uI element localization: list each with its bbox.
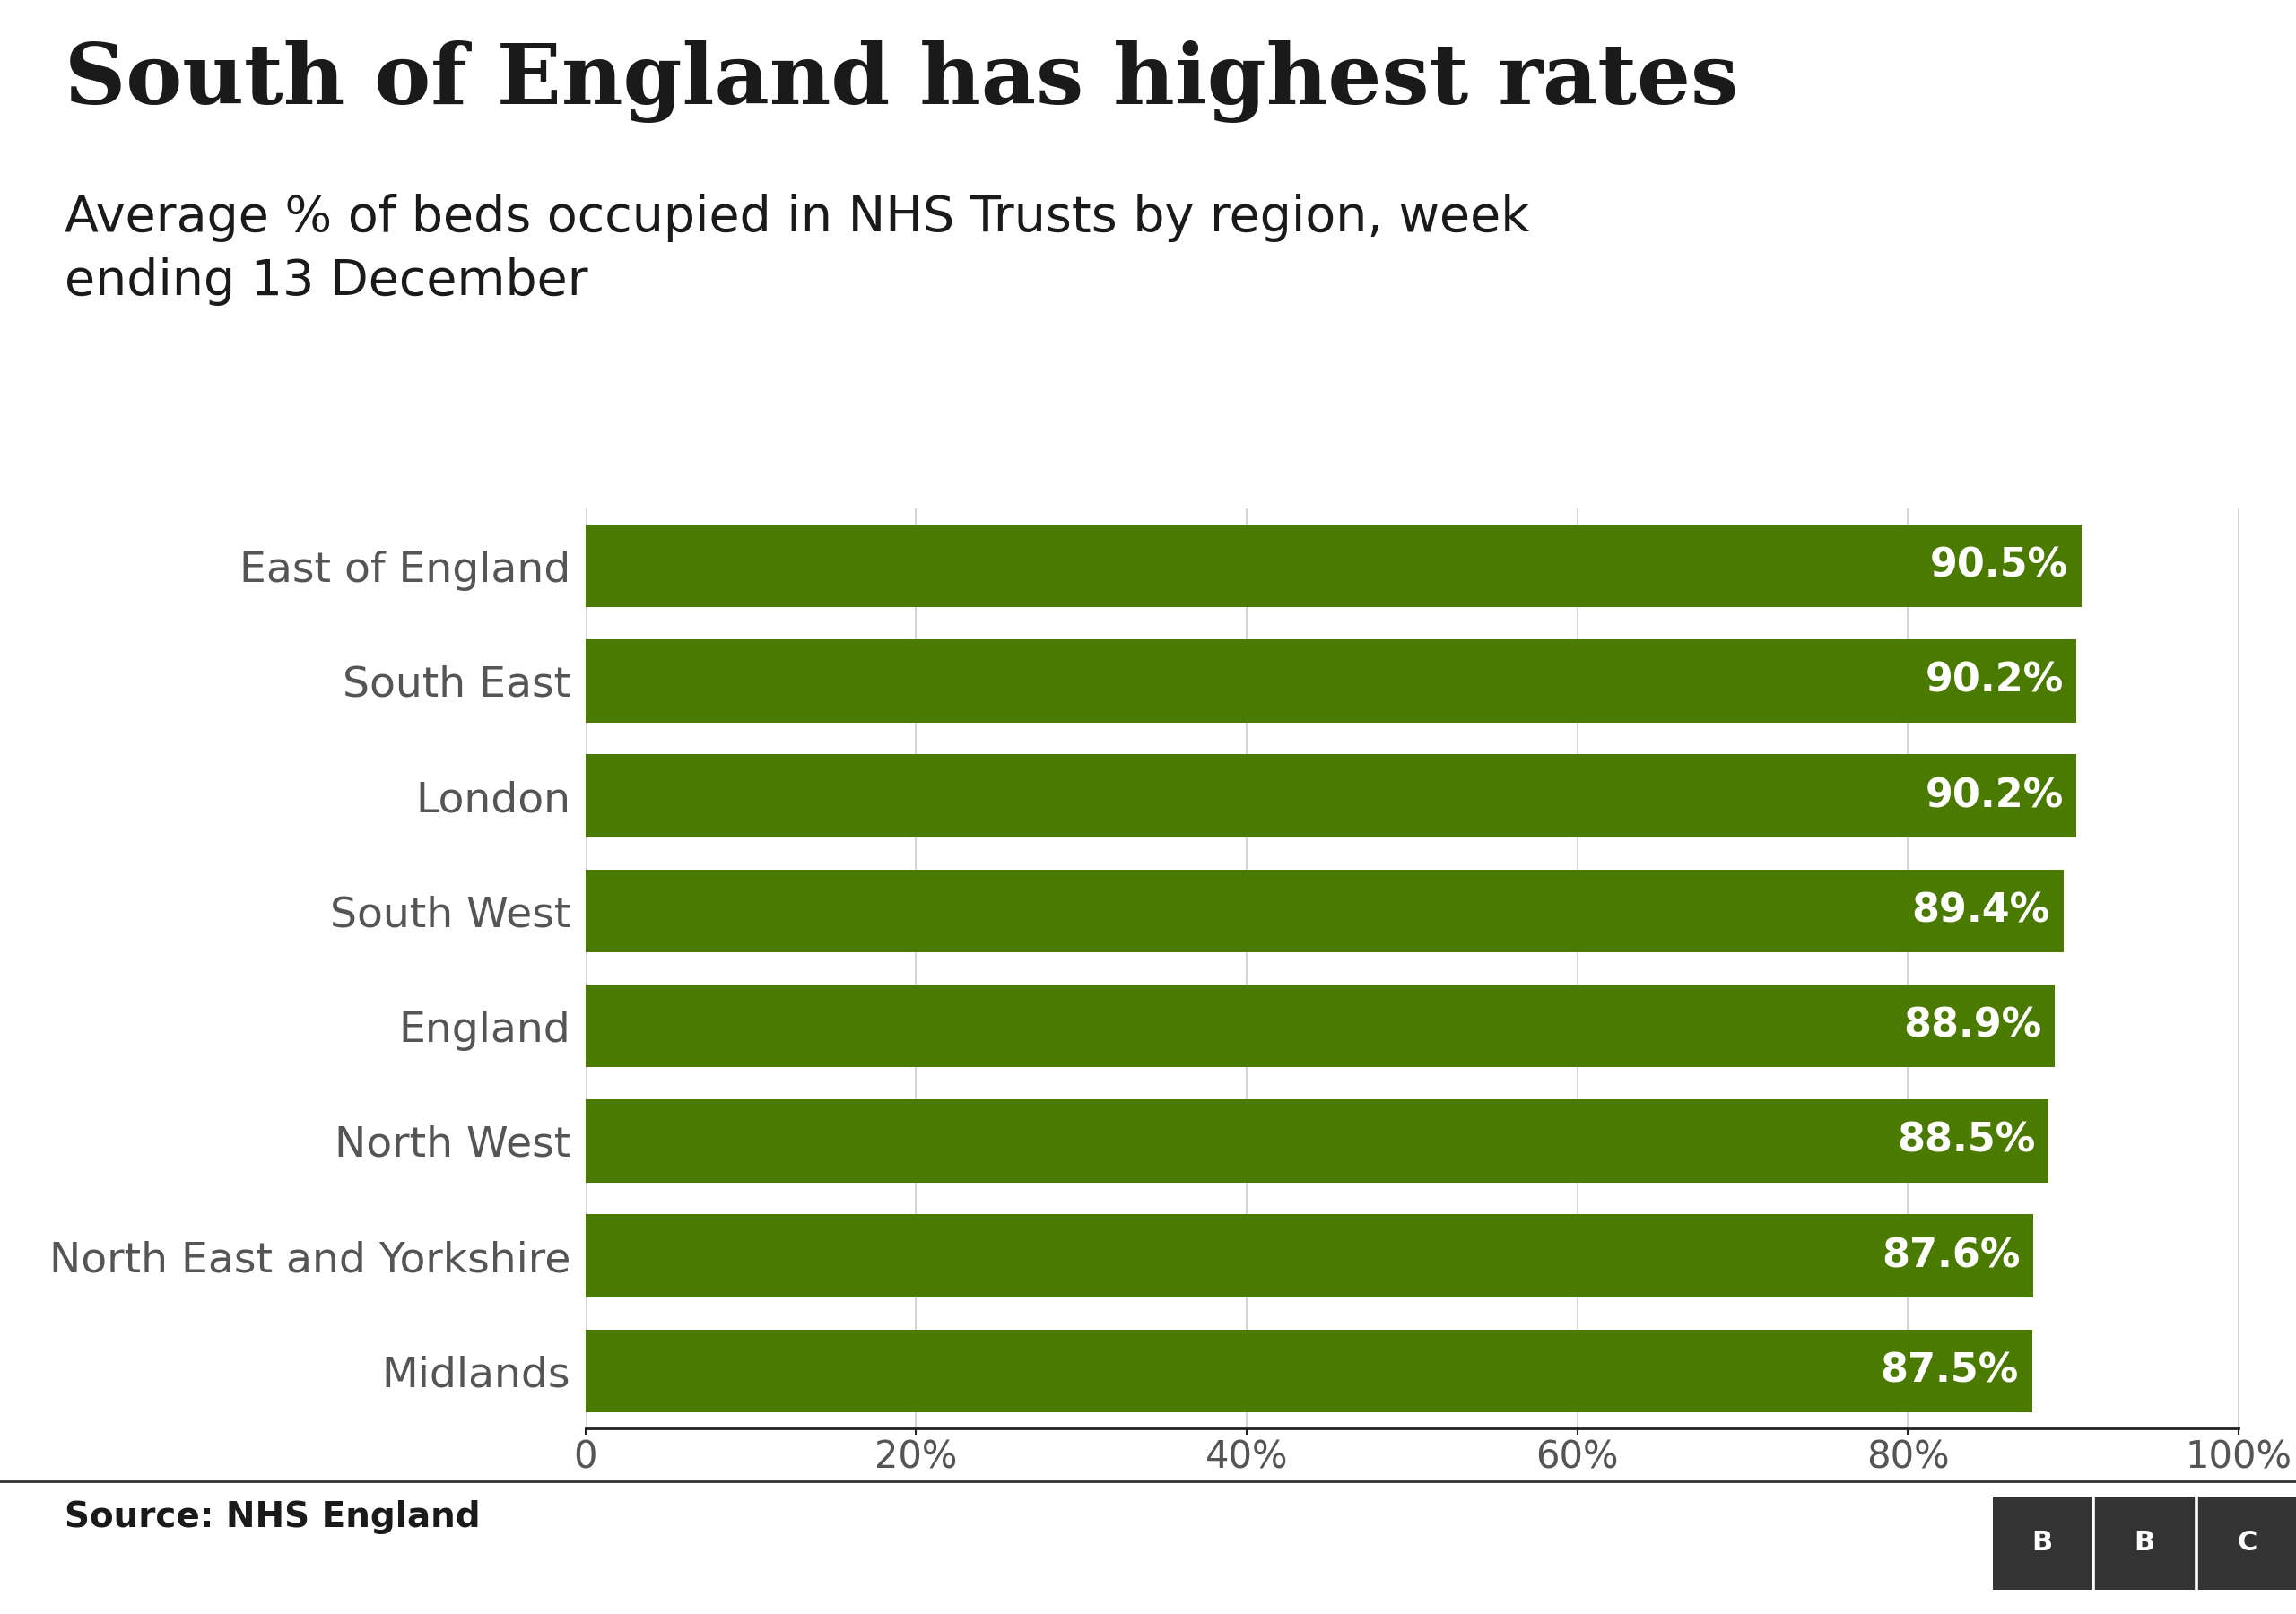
Text: 90.2%: 90.2% <box>1924 662 2064 700</box>
Text: Average % of beds occupied in NHS Trusts by region, week
ending 13 December: Average % of beds occupied in NHS Trusts… <box>64 194 1529 305</box>
Text: Source: NHS England: Source: NHS England <box>64 1499 480 1535</box>
Bar <box>585 1214 2034 1298</box>
Text: 88.5%: 88.5% <box>1896 1122 2034 1160</box>
Bar <box>585 1330 2032 1412</box>
FancyBboxPatch shape <box>2096 1496 2193 1590</box>
Bar <box>585 639 2076 723</box>
Bar <box>585 1099 2048 1183</box>
Text: South of England has highest rates: South of England has highest rates <box>64 40 1738 123</box>
Bar <box>585 870 2064 952</box>
Text: 90.2%: 90.2% <box>1924 776 2064 815</box>
Bar <box>585 525 2082 607</box>
Text: 90.5%: 90.5% <box>1931 547 2069 586</box>
Bar <box>585 985 2055 1067</box>
Text: 88.9%: 88.9% <box>1903 1007 2041 1046</box>
Text: B: B <box>2133 1530 2156 1556</box>
FancyBboxPatch shape <box>1993 1496 2092 1590</box>
Text: 87.5%: 87.5% <box>1880 1351 2018 1390</box>
FancyBboxPatch shape <box>2197 1496 2296 1590</box>
Text: B: B <box>2032 1530 2053 1556</box>
Text: C: C <box>2236 1530 2257 1556</box>
Text: 87.6%: 87.6% <box>1883 1236 2020 1275</box>
Text: 89.4%: 89.4% <box>1913 891 2050 930</box>
Bar <box>585 754 2076 838</box>
